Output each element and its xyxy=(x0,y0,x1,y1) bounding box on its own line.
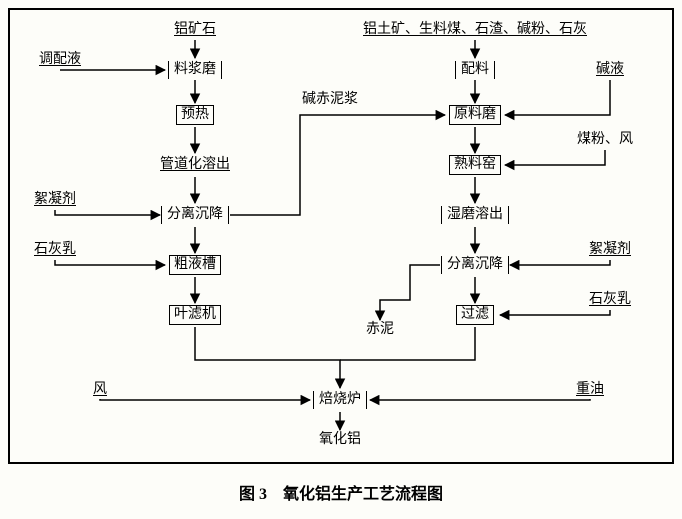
node-n_gdro: 管道化溶出 xyxy=(156,156,234,174)
node-n_shr_r: 石灰乳 xyxy=(585,291,635,309)
node-n_flcj_r: 分离沉降 xyxy=(441,256,509,274)
node-n_tpy: 调配液 xyxy=(35,51,85,69)
node-n_xnj: 絮凝剂 xyxy=(30,191,80,209)
node-n_zy: 重油 xyxy=(572,381,608,399)
node-n_feng: 风 xyxy=(89,381,111,399)
node-n_gl: 过滤 xyxy=(456,305,494,325)
node-n_jcnj: 碱赤泥浆 xyxy=(298,91,362,109)
node-n_mff: 煤粉、风 xyxy=(573,131,637,149)
node-n_smrc: 湿磨溶出 xyxy=(441,206,509,224)
edge-18 xyxy=(500,310,610,315)
node-n_pl: 配料 xyxy=(455,61,495,79)
node-n_cn: 赤泥 xyxy=(362,321,398,339)
edge-14 xyxy=(55,260,165,265)
edge-20 xyxy=(380,265,440,320)
edge-10 xyxy=(505,150,605,165)
node-n_ylm: 原料磨 xyxy=(449,105,501,125)
edge-5 xyxy=(505,80,610,115)
node-n_lty: 铝土矿、生料煤、石渣、碱粉、石灰 xyxy=(359,21,591,39)
node-n_xnj_r: 絮凝剂 xyxy=(585,241,635,259)
edge-23 xyxy=(100,398,310,400)
node-n_lks: 铝矿石 xyxy=(170,21,220,39)
node-n_psl: 焙烧炉 xyxy=(313,391,367,409)
diagram-canvas: 图 3 氧化铝生产工艺流程图 铝矿石 铝土矿、生料煤、石渣、碱粉、石灰调配液料浆磨… xyxy=(0,0,682,519)
edge-19 xyxy=(230,115,445,215)
node-n_ylj: 叶滤机 xyxy=(169,305,221,325)
node-n_flcj_l: 分离沉降 xyxy=(161,206,229,224)
edge-21 xyxy=(195,327,340,388)
edge-11 xyxy=(55,210,160,215)
edge-22 xyxy=(340,327,475,360)
node-n_jy: 碱液 xyxy=(592,61,628,79)
node-n_shr: 石灰乳 xyxy=(30,241,80,259)
edge-15 xyxy=(510,260,610,265)
node-n_yhl: 氧化铝 xyxy=(315,431,365,449)
edge-24 xyxy=(370,398,590,400)
node-n_sly: 熟料窑 xyxy=(449,155,501,175)
node-n_yr: 预热 xyxy=(176,105,214,125)
figure-caption: 图 3 氧化铝生产工艺流程图 xyxy=(0,480,682,504)
node-n_cyc: 粗液槽 xyxy=(169,255,221,275)
node-n_ljm: 料浆磨 xyxy=(168,61,222,79)
